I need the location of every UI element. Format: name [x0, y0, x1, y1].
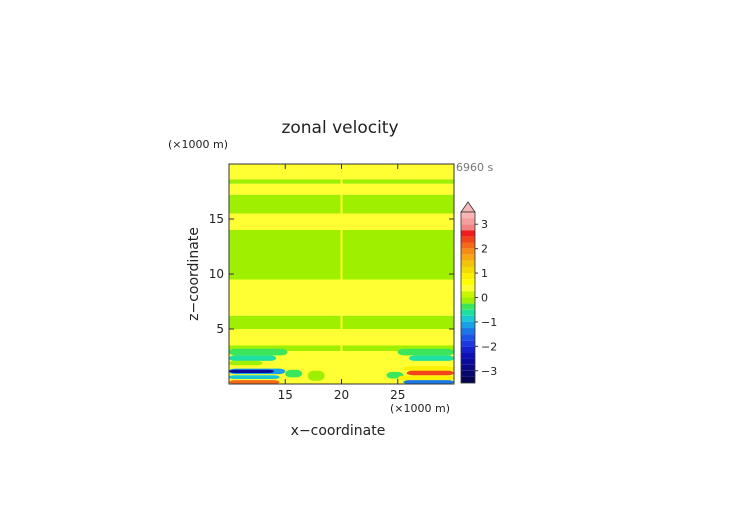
x-axis: 15 20 25	[278, 164, 405, 402]
colorbar-swatch-4	[461, 236, 475, 243]
colorbar-swatch-8	[461, 260, 475, 267]
field-feature-4	[229, 369, 274, 373]
colorbar-swatch-11	[461, 279, 475, 286]
colorbar-swatch-20	[461, 334, 475, 341]
colorbar: 3 2 1 0 −1 −2 −3	[460, 201, 497, 384]
y-axis: 5 10 15	[209, 212, 454, 336]
colorbar-swatch-0	[461, 212, 475, 219]
field-feature-5	[229, 375, 280, 380]
field-feature-11	[409, 355, 454, 361]
x-unit-label: (×1000 m)	[390, 402, 450, 415]
time-label: 6960 s	[456, 161, 493, 174]
colorbar-swatch-9	[461, 266, 475, 274]
colorbar-tick-label-4: −1	[481, 316, 497, 329]
plot-features	[229, 348, 454, 384]
x-tick-label-20: 20	[334, 388, 349, 402]
field-feature-13	[406, 370, 454, 376]
field-feature-1	[229, 355, 277, 361]
colorbar-swatch-27	[461, 376, 475, 383]
y-axis-label: z−coordinate	[186, 227, 202, 321]
y-tick-label-10: 10	[209, 267, 224, 281]
colorbar-tick-label-2: 1	[481, 267, 488, 280]
colorbar-tick-label-6: −3	[481, 365, 497, 378]
colorbar-swatch-23	[461, 352, 475, 359]
field-feature-6	[229, 380, 280, 384]
field-feature-14	[397, 375, 454, 381]
colorbar-swatch-26	[461, 370, 475, 377]
field-feature-7	[285, 369, 303, 378]
colorbar-swatch-22	[461, 346, 475, 353]
colorbar-swatch-21	[461, 340, 475, 347]
colorbar-tick-label-3: 0	[481, 292, 488, 305]
colorbar-swatch-24	[461, 358, 475, 365]
y-unit-label: (×1000 m)	[168, 138, 228, 151]
colorbar-swatch-6	[461, 248, 475, 255]
colorbar-swatch-10	[461, 273, 475, 280]
colorbar-swatch-14	[461, 297, 475, 304]
y-tick-label-5: 5	[216, 322, 224, 336]
center-seam	[340, 164, 343, 384]
x-axis-label: x−coordinate	[291, 423, 386, 439]
field-feature-0	[229, 348, 288, 356]
field-feature-10	[397, 348, 454, 356]
colorbar-swatch-2	[461, 224, 475, 231]
chart-title: zonal velocity	[281, 118, 398, 138]
colorbar-swatch-17	[461, 315, 475, 322]
colorbar-tick-label-1: 2	[481, 243, 488, 256]
field-feature-8	[307, 370, 325, 381]
colorbar-swatch-18	[461, 321, 475, 329]
x-tick-label-25: 25	[390, 388, 405, 402]
field-feature-15	[403, 380, 454, 384]
colorbar-swatch-5	[461, 242, 475, 249]
colorbar-swatch-16	[461, 309, 475, 316]
colorbar-swatch-3	[461, 230, 475, 237]
colorbar-swatch-12	[461, 285, 475, 292]
field-feature-12	[403, 366, 454, 371]
colorbar-extend-arrow	[460, 201, 476, 213]
colorbar-swatch-1	[461, 218, 475, 225]
colorbar-tick-label-5: −2	[481, 340, 497, 353]
colorbar-tick-label-0: 3	[481, 218, 488, 231]
colorbar-swatch-13	[461, 291, 475, 298]
colorbar-swatch-19	[461, 328, 475, 335]
y-tick-label-15: 15	[209, 212, 224, 226]
colorbar-swatch-25	[461, 364, 475, 371]
colorbar-swatch-7	[461, 254, 475, 261]
x-tick-label-15: 15	[278, 388, 293, 402]
colorbar-swatch-15	[461, 303, 475, 310]
field-feature-2	[229, 360, 263, 366]
